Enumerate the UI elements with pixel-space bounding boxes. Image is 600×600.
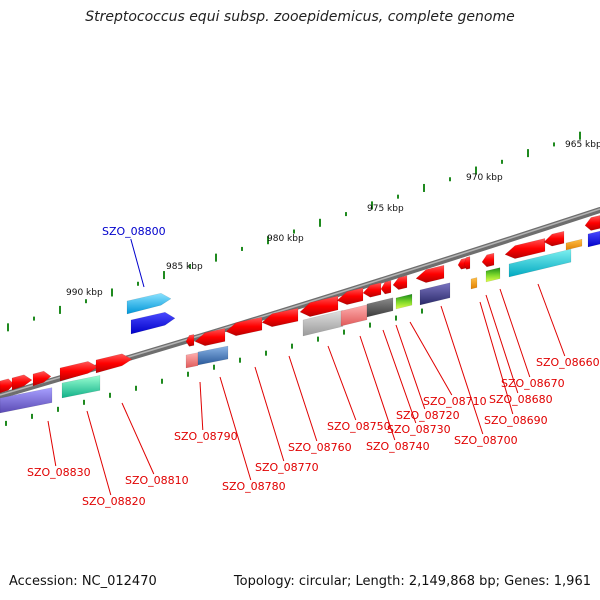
leader-line xyxy=(121,402,155,475)
scale-label: 965 kbp xyxy=(565,140,600,150)
scale-label: 990 kbp xyxy=(66,288,103,298)
leader-line xyxy=(130,238,145,288)
gene-arrow-reverse[interactable] xyxy=(299,295,339,317)
leader-line xyxy=(479,301,514,415)
gene-arrow-reverse[interactable] xyxy=(362,282,382,298)
leader-line xyxy=(395,324,426,410)
gene-arrow-reverse[interactable] xyxy=(415,264,445,283)
gene-arrow-reverse[interactable] xyxy=(584,215,600,231)
gene-arrow-reverse[interactable] xyxy=(380,280,392,295)
inner-scale-ticks xyxy=(5,308,423,426)
gene-label[interactable]: SZO_08750 xyxy=(327,420,391,433)
genome-summary-text: Topology: circular; Length: 2,149,868 bp… xyxy=(233,574,591,589)
leader-line xyxy=(382,329,417,424)
gene-arrow-reverse[interactable] xyxy=(481,252,495,268)
gene-features[interactable] xyxy=(0,215,600,414)
gene-label[interactable]: SZO_08820 xyxy=(82,495,146,508)
leader-line xyxy=(327,345,357,421)
gene-label[interactable]: SZO_08770 xyxy=(255,461,319,474)
gene-arrow-forward[interactable] xyxy=(32,370,52,387)
gene-block[interactable] xyxy=(419,282,451,306)
gene-block[interactable] xyxy=(185,352,199,369)
leader-line xyxy=(254,366,285,462)
label-leader-lines xyxy=(47,238,566,496)
scale-label: 980 kbp xyxy=(267,234,304,244)
gene-label[interactable]: SZO_08810 xyxy=(125,474,189,487)
gene-label[interactable]: SZO_08710 xyxy=(423,395,487,408)
gene-label[interactable]: SZO_08670 xyxy=(501,377,565,390)
gene-arrow-reverse[interactable] xyxy=(185,334,195,347)
gene-arrow-forward[interactable] xyxy=(95,353,133,374)
gene-label[interactable]: SZO_08780 xyxy=(222,480,286,493)
gene-arrow-forward[interactable] xyxy=(59,361,99,382)
gene-label[interactable]: SZO_08690 xyxy=(484,414,548,427)
gene-arrow-reverse[interactable] xyxy=(504,238,546,259)
gene-label[interactable]: SZO_08740 xyxy=(366,440,430,453)
leader-line xyxy=(499,288,531,378)
gene-arrow-reverse[interactable] xyxy=(225,316,263,337)
leader-line xyxy=(485,294,519,394)
gene-block[interactable] xyxy=(395,293,413,310)
gene-arrow-reverse[interactable] xyxy=(543,230,565,247)
leader-line xyxy=(537,283,566,357)
gene-arrow-reverse[interactable] xyxy=(194,328,226,347)
gene-block[interactable] xyxy=(0,387,53,414)
scale-labels: 965 kbp 970 kbp 975 kbp 980 kbp 985 kbp 990 k… xyxy=(66,140,600,298)
gene-arrow-reverse[interactable] xyxy=(463,256,471,270)
gene-labels[interactable]: SZO_08660 SZO_08670 SZO_08680 SZO_08690 SZO_… xyxy=(27,225,600,508)
gene-label[interactable]: SZO_08760 xyxy=(288,441,352,454)
gene-label[interactable]: SZO_08660 xyxy=(536,356,600,369)
leader-line xyxy=(359,335,396,441)
gene-arrow-forward[interactable] xyxy=(11,374,33,391)
accession-text: Accession: NC_012470 xyxy=(9,574,157,589)
gene-label[interactable]: SZO_08790 xyxy=(174,430,238,443)
leader-line xyxy=(409,321,453,396)
scale-label: 970 kbp xyxy=(466,173,503,183)
leader-line xyxy=(86,410,112,496)
gene-label[interactable]: SZO_08680 xyxy=(489,393,553,406)
leader-line xyxy=(219,376,252,481)
gene-block[interactable] xyxy=(485,267,501,283)
gene-arrow-forward[interactable] xyxy=(0,378,15,394)
leader-line xyxy=(199,381,204,431)
gene-block[interactable] xyxy=(565,238,583,251)
gene-label[interactable]: SZO_08730 xyxy=(387,423,451,436)
page-title: Streptococcus equi subsp. zooepidemicus,… xyxy=(85,9,515,25)
leader-line xyxy=(440,305,484,435)
gene-arrow-reverse[interactable] xyxy=(261,307,299,328)
gene-block[interactable] xyxy=(366,297,394,318)
gene-label[interactable]: SZO_08800 xyxy=(102,225,166,238)
gene-arrow-forward[interactable] xyxy=(126,292,172,315)
scale-label: 985 kbp xyxy=(166,262,203,272)
leader-line xyxy=(47,420,57,467)
gene-arrow-reverse[interactable] xyxy=(392,275,408,290)
gene-arrow-forward[interactable] xyxy=(130,311,176,335)
gene-block[interactable] xyxy=(470,277,478,290)
outer-scale-ticks xyxy=(7,131,581,332)
gene-block[interactable] xyxy=(587,230,600,248)
gene-label[interactable]: SZO_08720 xyxy=(396,409,460,422)
gene-block[interactable] xyxy=(340,304,368,327)
leader-line xyxy=(288,355,318,442)
gene-label[interactable]: SZO_08830 xyxy=(27,466,91,479)
gene-block[interactable] xyxy=(197,345,229,366)
scale-label: 975 kbp xyxy=(367,204,404,214)
gene-block[interactable] xyxy=(61,375,101,399)
gene-block[interactable] xyxy=(302,310,344,337)
gene-arrow-reverse[interactable] xyxy=(336,287,364,305)
gene-block[interactable] xyxy=(508,248,572,278)
gene-label[interactable]: SZO_08700 xyxy=(454,434,518,447)
